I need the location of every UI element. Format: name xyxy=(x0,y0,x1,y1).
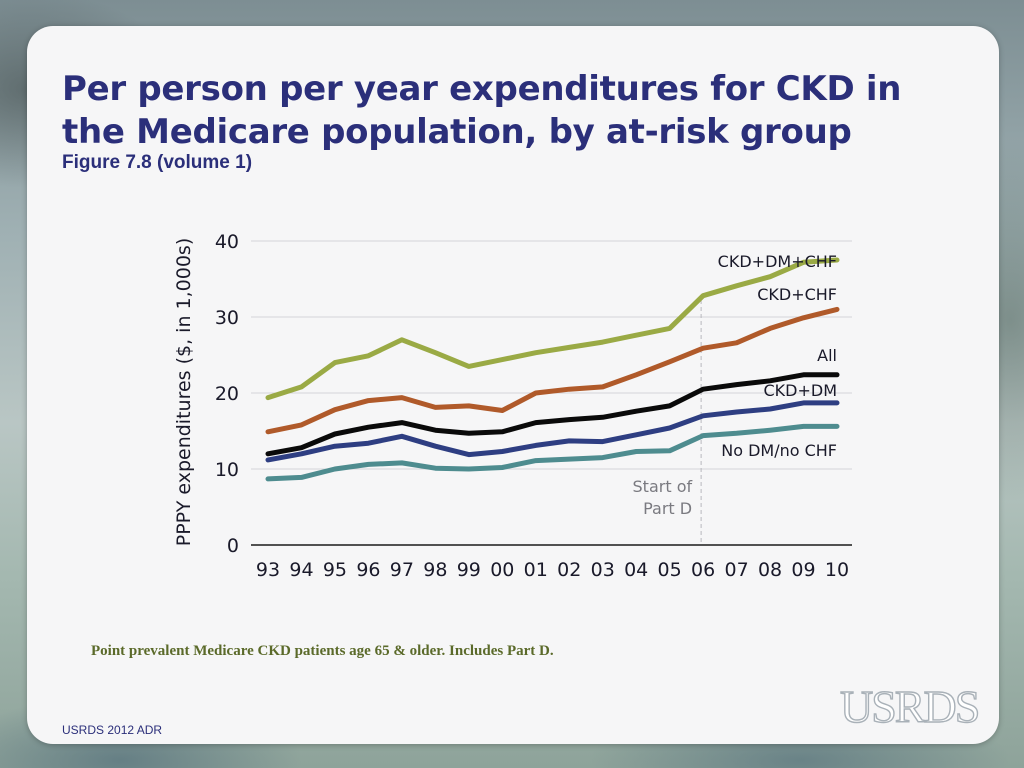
x-tick-label: 00 xyxy=(490,559,514,581)
y-axis-label: PPPY expenditures ($, in 1,000s) xyxy=(173,238,195,547)
x-tick-label: 95 xyxy=(323,559,347,581)
x-tick-label: 07 xyxy=(724,559,748,581)
series-label: All xyxy=(817,346,837,365)
y-tick-label: 0 xyxy=(227,535,239,557)
annotation-layer: Start of Part D xyxy=(633,300,702,545)
series-label: CKD+CHF xyxy=(757,285,837,304)
series-line-all xyxy=(265,372,840,457)
part-d-annotation: Part D xyxy=(643,499,692,518)
x-tick-label: 02 xyxy=(557,559,581,581)
x-tick-label: 97 xyxy=(390,559,414,581)
series-line-no-dm-no-chf xyxy=(265,423,840,482)
footnote: Point prevalent Medicare CKD patients ag… xyxy=(91,643,554,659)
x-tick-label: 04 xyxy=(624,559,648,581)
usrds-logo: USRDS xyxy=(839,680,981,732)
series-label: No DM/no CHF xyxy=(721,441,837,460)
x-tick-label: 94 xyxy=(289,559,313,581)
x-tick-label: 09 xyxy=(791,559,815,581)
series-line-ckd-dm xyxy=(265,400,840,463)
y-tick-label: 20 xyxy=(215,383,239,405)
series-line-ckd-dm-chf xyxy=(265,257,840,401)
x-tick-label: 06 xyxy=(691,559,715,581)
series-line-ckd-chf xyxy=(265,306,840,435)
series-label: CKD+DM xyxy=(763,381,837,400)
page-title: Per person per year expenditures for CKD… xyxy=(62,69,902,152)
series-layer xyxy=(265,257,840,482)
footer-source: USRDS 2012 ADR xyxy=(62,723,163,737)
y-tick-label: 40 xyxy=(215,231,239,253)
y-tick-label: 30 xyxy=(215,307,239,329)
x-tick-label: 93 xyxy=(256,559,280,581)
slide-card xyxy=(27,26,999,744)
x-tick-label: 10 xyxy=(825,559,849,581)
figure-subtitle: Figure 7.8 (volume 1) xyxy=(62,152,253,173)
x-tick-label: 96 xyxy=(356,559,380,581)
x-tick-label: 98 xyxy=(423,559,447,581)
y-tick-label: 10 xyxy=(215,459,239,481)
x-tick-label: 99 xyxy=(457,559,481,581)
series-label: CKD+DM+CHF xyxy=(718,252,837,271)
part-d-annotation: Start of xyxy=(633,477,693,496)
axis-layer: 0 10 20 30 40 93 94 95 96 97 98 99 00 01 02 03 04 05 06 07 0… xyxy=(215,231,852,581)
x-tick-label: 05 xyxy=(658,559,682,581)
x-tick-label: 08 xyxy=(758,559,782,581)
x-tick-label: 01 xyxy=(524,559,548,581)
label-layer: CKD+DM+CHF CKD+CHF All CKD+DM No DM/no CHF xyxy=(718,252,837,460)
x-tick-label: 03 xyxy=(591,559,615,581)
